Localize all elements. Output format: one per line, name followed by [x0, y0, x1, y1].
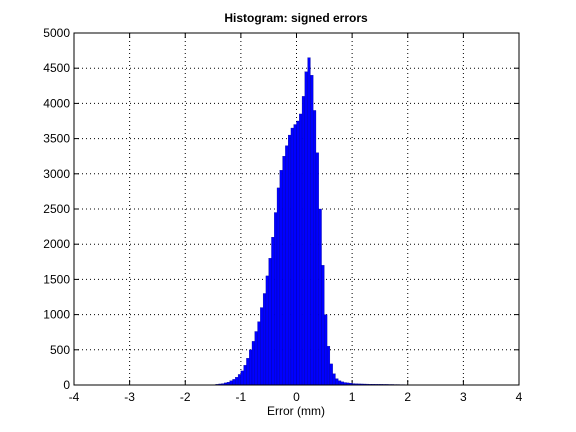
bar [257, 321, 261, 386]
bar [321, 265, 325, 386]
bar [335, 378, 339, 386]
bar [251, 341, 255, 386]
y-tick-label: 1500 [43, 272, 70, 286]
bar [274, 212, 278, 386]
bar [299, 113, 303, 386]
y-tick-label: 4000 [43, 96, 70, 110]
bar [265, 275, 269, 386]
y-tick-label: 4500 [43, 61, 70, 75]
x-tick-label: 0 [293, 390, 300, 404]
bar [290, 127, 294, 386]
chart-title: Histogram: signed errors [224, 11, 368, 25]
bar [307, 57, 311, 386]
bar [249, 349, 253, 386]
bar [329, 363, 333, 386]
bar [240, 370, 244, 386]
y-tick-label: 500 [50, 343, 70, 357]
bar [246, 358, 250, 386]
y-tick-label: 0 [63, 378, 70, 392]
bar [304, 71, 308, 386]
x-tick-label: 1 [349, 390, 356, 404]
bar [310, 75, 314, 386]
bar [315, 152, 319, 386]
x-tick-label: -1 [236, 390, 247, 404]
bar [301, 96, 305, 386]
bar [235, 377, 239, 386]
bar [279, 170, 283, 386]
x-tick-label: 2 [404, 390, 411, 404]
bar [282, 156, 286, 386]
x-tick-label: -4 [69, 390, 80, 404]
bar [229, 380, 233, 386]
bar [313, 110, 317, 386]
x-tick-label: 3 [460, 390, 467, 404]
bar [276, 187, 280, 386]
bar [324, 314, 328, 386]
bar [288, 134, 292, 386]
bar [285, 145, 289, 386]
bar [293, 124, 297, 386]
y-tick-label: 3500 [43, 132, 70, 146]
bar [237, 374, 242, 386]
axes-box [73, 32, 520, 386]
bar [338, 380, 342, 386]
bar [326, 346, 331, 386]
bar [271, 237, 275, 386]
bar [332, 373, 336, 386]
bar [232, 379, 236, 386]
x-axis-label: Error (mm) [267, 404, 325, 418]
bar [268, 258, 272, 386]
bar [254, 331, 258, 386]
y-tick-label: 1000 [43, 308, 70, 322]
bar [262, 293, 267, 386]
x-tick-label: -3 [124, 390, 135, 404]
bar [318, 208, 322, 386]
x-tick-label: -2 [180, 390, 191, 404]
x-tick-label: 4 [516, 390, 523, 404]
y-tick-label: 2500 [43, 202, 70, 216]
bar [296, 120, 300, 386]
y-tick-label: 5000 [43, 26, 70, 40]
bar [243, 365, 247, 386]
y-tick-label: 2000 [43, 237, 70, 251]
y-tick-label: 3000 [43, 167, 70, 181]
bar [260, 307, 264, 386]
